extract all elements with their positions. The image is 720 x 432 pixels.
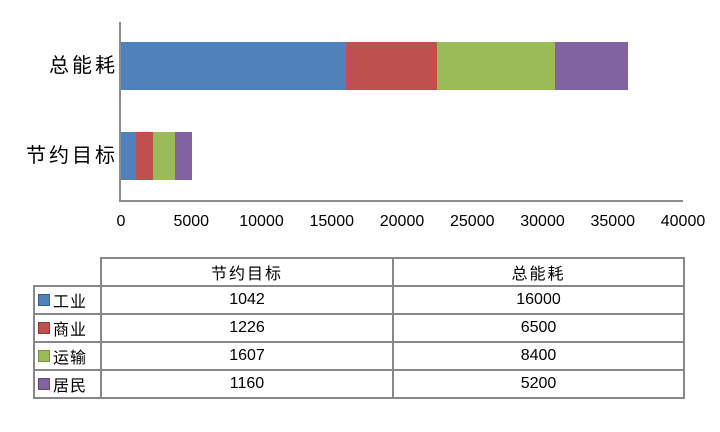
legend-entry: 居民 [35, 372, 100, 396]
x-axis-line [119, 200, 683, 202]
y-axis-line [119, 22, 121, 202]
table-header-row: 节约目标 总能耗 [34, 257, 685, 287]
data-table-wrap: 节约目标 总能耗 工业 1042 16000 商业 1226 6500 运输 1607 8400… [33, 257, 685, 399]
total-value-residents: 5200 [392, 369, 685, 399]
x-axis-ticks: 0 5000 10000 15000 20000 25000 30000 35000 40000 [117, 212, 706, 234]
x-axis-tick-label: 25000 [450, 213, 495, 230]
table-row-commerce: 商业 1226 6500 [33, 313, 685, 343]
legend-label-commerce: 商业 [53, 322, 88, 339]
data-table-body: 节约目标 总能耗 工业 1042 16000 商业 1226 6500 运输 1607 8400… [33, 257, 685, 399]
x-axis-tick-label: 10000 [239, 213, 284, 230]
bar-segment-industry-total-energy [121, 42, 346, 90]
legend-swatch-transport-icon [38, 350, 50, 362]
savings-value-residents: 1160 [100, 369, 394, 399]
data-table: 节约目标 总能耗 工业 1042 16000 商业 1226 6500 运输 1607 8400… [33, 257, 685, 399]
savings-value-industry: 1042 [100, 285, 394, 315]
total-value-transport: 8400 [392, 341, 685, 371]
bar-segment-transport-savings-target [152, 132, 176, 180]
bar-segment-residents-savings-target [175, 132, 192, 180]
bar-segment-transport-total-energy [437, 42, 556, 90]
x-axis-tick-label: 30000 [520, 213, 565, 230]
legend-swatch-residents-icon [38, 378, 50, 390]
legend-swatch-industry-icon [38, 294, 50, 306]
bar-segment-commerce-savings-target [135, 132, 153, 180]
x-axis-tick-label: 0 [116, 213, 126, 230]
legend-cell-industry: 工业 [33, 285, 102, 315]
legend-cell-transport: 运输 [33, 341, 102, 371]
category-label-savings-target: 节约目标 [26, 145, 118, 167]
x-axis-tick-label: 35000 [590, 213, 636, 230]
legend-label-industry: 工业 [53, 294, 88, 311]
x-axis-tick-label: 15000 [309, 213, 355, 230]
category-label-total-energy: 总能耗 [49, 55, 118, 77]
plot-area [121, 22, 683, 202]
x-axis-tick-label: 20000 [379, 213, 425, 230]
legend-cell-commerce: 商业 [33, 313, 102, 343]
savings-value-transport: 1607 [100, 341, 394, 371]
bar-segment-commerce-total-energy [345, 42, 438, 90]
legend-label-transport: 运输 [53, 350, 88, 367]
total-value-industry: 16000 [392, 285, 685, 315]
stacked-bar-chart: 总能耗 节约目标 0 5000 10000 15000 20000 25000 30000 3… [26, 22, 706, 234]
table-row-transport: 运输 1607 8400 [33, 341, 685, 371]
bar-segment-residents-total-energy [555, 42, 629, 90]
header-savings-target: 节约目标 [100, 257, 394, 287]
bar-segment-industry-savings-target [121, 132, 136, 180]
savings-value-commerce: 1226 [100, 313, 394, 343]
bar-savings-target [121, 132, 683, 180]
x-axis-tick-label: 40000 [660, 213, 706, 230]
legend-entry: 工业 [35, 288, 100, 312]
legend-cell-residents: 居民 [33, 369, 102, 399]
x-axis-tick-label: 5000 [173, 213, 210, 230]
table-row-industry: 工业 1042 16000 [33, 285, 685, 315]
table-row-residents: 居民 1160 5200 [33, 369, 685, 399]
header-total-energy: 总能耗 [392, 257, 685, 287]
legend-swatch-commerce-icon [38, 322, 50, 334]
legend-entry: 商业 [35, 316, 100, 340]
bar-total-energy [121, 42, 683, 90]
table-corner-cell [34, 258, 101, 286]
total-value-commerce: 6500 [392, 313, 685, 343]
legend-label-residents: 居民 [53, 378, 88, 395]
legend-entry: 运输 [35, 344, 100, 368]
